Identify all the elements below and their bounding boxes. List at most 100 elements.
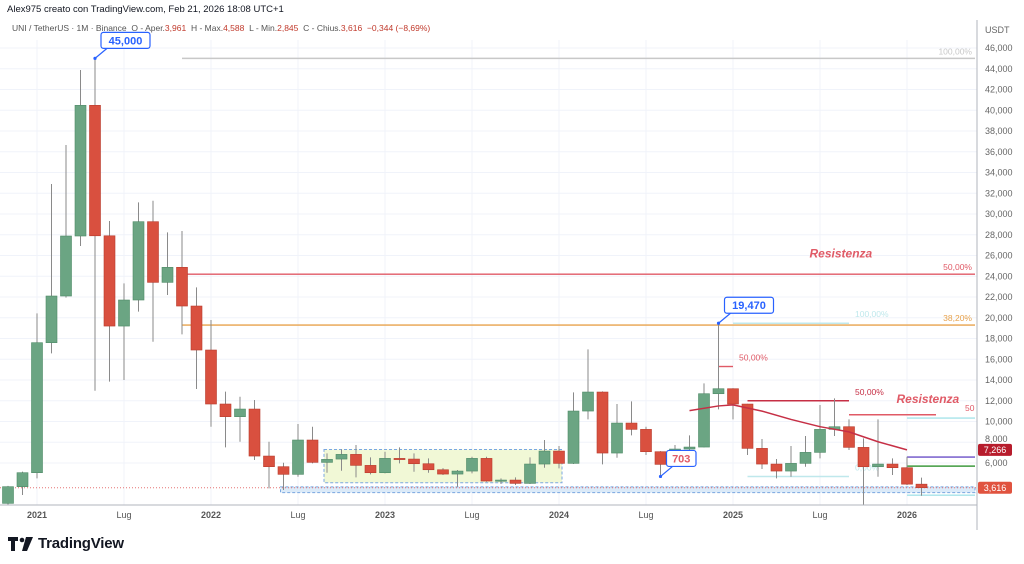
price-tick-label: 44,000 [985, 64, 1013, 74]
candle-2024-05[interactable] [611, 422, 623, 454]
fib2-50-label: 50,00% [739, 353, 768, 363]
high-label: H - Max. [190, 23, 224, 33]
candle-2022-05[interactable] [263, 455, 275, 467]
candle-2023-03[interactable] [408, 458, 420, 465]
callout-box[interactable] [665, 449, 697, 468]
callout-box[interactable] [100, 31, 151, 49]
candle-2021-02[interactable] [45, 295, 58, 343]
callout-box[interactable] [723, 296, 775, 314]
candle-2022-06[interactable] [277, 466, 290, 475]
candle-2023-10[interactable] [509, 479, 522, 484]
price-tick-label: 30,000 [985, 209, 1013, 219]
candle-2022-08[interactable] [306, 439, 319, 463]
symbol-label[interactable]: UNI / TetherUS · 1M · Binance [12, 23, 127, 33]
candle-2025-07[interactable] [814, 429, 826, 453]
candle-2025-02[interactable] [741, 403, 754, 449]
candle-2021-11[interactable] [176, 267, 188, 307]
grid [0, 40, 977, 505]
candle-2022-11[interactable] [350, 454, 362, 466]
candle-2021-12[interactable] [190, 305, 203, 351]
callout-anchor [93, 56, 97, 60]
candle-2023-12[interactable] [538, 450, 551, 465]
candle-2023-11[interactable] [524, 463, 536, 484]
candle-2023-02[interactable] [393, 458, 406, 460]
candle-2023-09[interactable] [495, 479, 507, 482]
candle-2023-08[interactable] [480, 458, 493, 482]
candle-2024-04[interactable] [596, 391, 609, 454]
resistance-2-label: 50 [965, 403, 975, 413]
callout-label: 45,000 [109, 35, 143, 47]
candle-2022-07[interactable] [292, 439, 304, 475]
candle-2022-04[interactable] [248, 408, 261, 457]
callout-pointer [94, 47, 108, 59]
fib-100-top-label: 100,00% [938, 46, 972, 56]
price-tick-label: 42,000 [985, 85, 1013, 95]
candle-2021-08[interactable] [132, 221, 145, 301]
last-price-badge-label: 3,616 [984, 483, 1007, 493]
candle-2023-06[interactable] [451, 470, 464, 475]
time-tick-label: 2023 [375, 510, 395, 520]
candle-2023-01[interactable] [379, 458, 391, 474]
candle-2022-10[interactable] [335, 454, 348, 460]
candle-2020-11[interactable] [2, 486, 14, 504]
candle-2026-01[interactable] [901, 467, 913, 485]
candle-2025-04[interactable] [770, 463, 783, 472]
candle-2025-03[interactable] [756, 448, 768, 465]
price-tick-label: 12,000 [985, 396, 1013, 406]
resistance-label: Resistenza [810, 247, 873, 261]
candle-2024-01[interactable] [553, 450, 565, 464]
candle-2021-01[interactable] [31, 342, 43, 473]
candle-2022-12[interactable] [364, 465, 377, 474]
candle-2025-05[interactable] [785, 463, 797, 472]
tradingview-logo-icon [8, 536, 33, 551]
accumulation-box[interactable] [323, 449, 563, 484]
candle-2025-12[interactable] [886, 463, 899, 469]
candle-2022-01[interactable] [205, 349, 217, 405]
price-tick-label: 40,000 [985, 105, 1013, 115]
candle-2024-08[interactable] [654, 451, 667, 465]
candle-2021-03[interactable] [60, 235, 72, 297]
fib3-50-label: 50,00% [855, 387, 884, 397]
candle-2021-05[interactable] [89, 105, 101, 237]
time-tick-label: 2024 [549, 510, 569, 520]
drawing-boxes [280, 449, 976, 494]
time-tick-label: Lug [464, 510, 479, 520]
resistance-50-label: 50,00% [943, 262, 972, 272]
candle-2025-10[interactable] [857, 447, 870, 468]
candle-2024-12[interactable] [712, 388, 725, 395]
candle-2023-07[interactable] [466, 458, 478, 472]
candle-2024-06[interactable] [625, 422, 638, 430]
candle-2021-09[interactable] [147, 221, 159, 283]
moving-average-line[interactable] [689, 404, 908, 451]
price-tick-label: 20,000 [985, 313, 1013, 323]
fib2-100-label: 100,00% [855, 309, 889, 319]
time-axis[interactable]: 2021 Lug 2022 Lug 2023 Lug 2024 Lug 2025 Lug 2026 [27, 510, 917, 520]
candle-2024-10[interactable] [683, 446, 696, 450]
candle-2026-02[interactable] [915, 483, 928, 489]
candle-2024-07[interactable] [640, 429, 652, 453]
moving-average [689, 404, 908, 451]
candle-2025-09[interactable] [843, 426, 855, 448]
candle-2024-03[interactable] [582, 391, 594, 412]
candle-2020-12[interactable] [16, 472, 29, 487]
candle-2025-06[interactable] [799, 452, 812, 464]
price-badges: 7,266 3,616 [978, 443, 1012, 494]
tradingview-logo[interactable]: TradingView [8, 535, 124, 552]
candle-2021-10[interactable] [161, 267, 174, 283]
candle-2024-11[interactable] [698, 393, 710, 448]
price-tick-label: 36,000 [985, 147, 1013, 157]
candle-2025-01[interactable] [727, 388, 739, 405]
candle-2021-07[interactable] [118, 299, 130, 327]
candle-2022-03[interactable] [234, 408, 246, 417]
price-chart[interactable]: 100,00% 50,00% 38,20% 100,00% 50,00% 50,00% 0,… [0, 0, 1024, 530]
candle-2024-02[interactable] [567, 410, 580, 464]
candle-2021-06[interactable] [103, 235, 116, 327]
candle-2022-02[interactable] [219, 403, 232, 417]
price-axis[interactable]: 6,000 8,000 10,000 12,000 14,000 16,000 18,000… [985, 43, 1013, 468]
candle-2025-11[interactable] [872, 463, 884, 468]
candle-2023-05[interactable] [437, 469, 449, 475]
candle-2021-04[interactable] [74, 105, 87, 237]
candle-2022-09[interactable] [321, 459, 333, 463]
candle-2023-04[interactable] [422, 463, 435, 471]
support-band[interactable] [280, 486, 976, 494]
